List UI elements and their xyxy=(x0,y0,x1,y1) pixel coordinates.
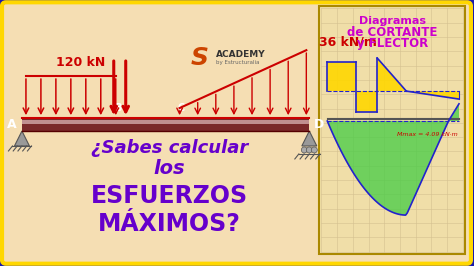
Text: 36 kN/m: 36 kN/m xyxy=(319,36,377,49)
Text: Diagramas: Diagramas xyxy=(359,16,426,26)
Circle shape xyxy=(301,147,307,153)
Text: MÁXIMOS?: MÁXIMOS? xyxy=(98,212,241,236)
Text: ESFUERZOS: ESFUERZOS xyxy=(91,184,248,208)
Text: D: D xyxy=(314,118,325,131)
Circle shape xyxy=(311,147,317,153)
Bar xyxy=(22,120,310,124)
Polygon shape xyxy=(327,62,356,91)
Text: ACADEMY: ACADEMY xyxy=(216,50,265,59)
Bar xyxy=(319,6,465,254)
Text: Mmax = 4.09 kN·m: Mmax = 4.09 kN·m xyxy=(397,132,458,138)
Text: los: los xyxy=(154,159,185,178)
Text: 120 kN: 120 kN xyxy=(56,56,105,69)
Text: C: C xyxy=(178,103,185,113)
Circle shape xyxy=(306,147,312,153)
Bar xyxy=(22,118,310,131)
Text: B: B xyxy=(114,103,121,113)
Polygon shape xyxy=(377,58,406,91)
Text: by Estructuralia: by Estructuralia xyxy=(216,60,259,65)
Text: y FLECTOR: y FLECTOR xyxy=(356,37,428,50)
Polygon shape xyxy=(406,91,459,99)
Polygon shape xyxy=(356,91,377,112)
Polygon shape xyxy=(15,131,29,146)
Polygon shape xyxy=(302,131,317,146)
Text: A: A xyxy=(7,118,17,131)
Text: S: S xyxy=(191,46,209,70)
Text: ¿Sabes calcular: ¿Sabes calcular xyxy=(91,139,248,157)
Polygon shape xyxy=(327,104,459,215)
FancyBboxPatch shape xyxy=(2,2,471,264)
Text: de CÓRTANTE: de CÓRTANTE xyxy=(347,26,438,39)
